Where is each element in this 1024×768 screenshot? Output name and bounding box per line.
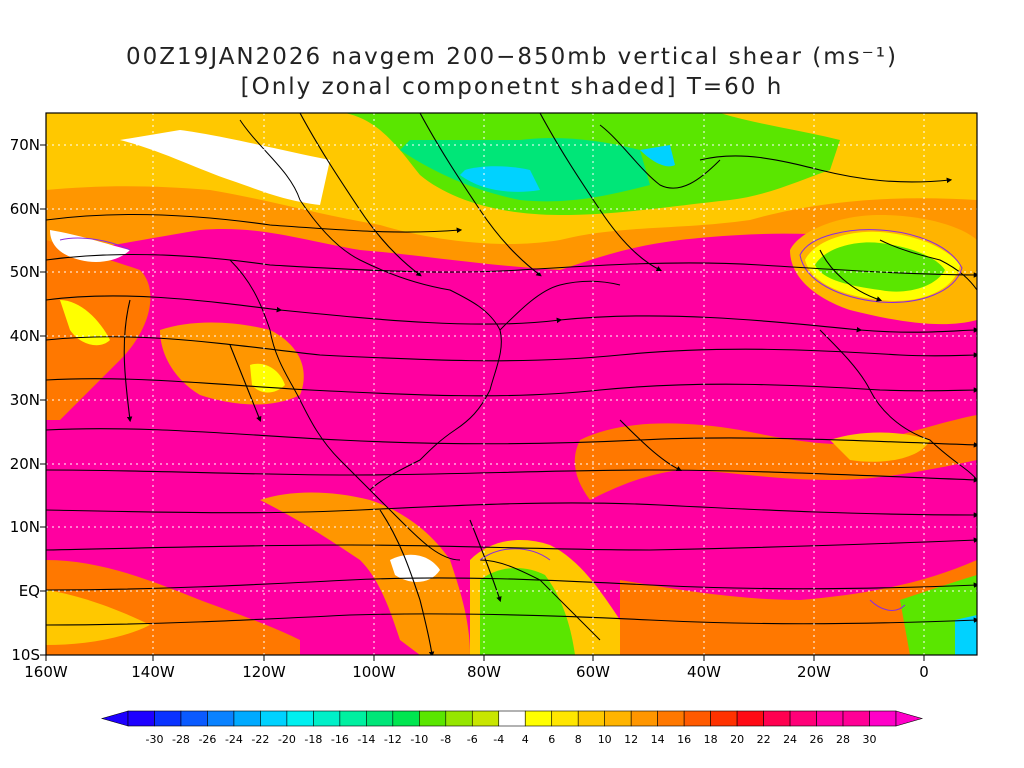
colorbar-swatch bbox=[763, 710, 791, 727]
colorbar-label: -6 bbox=[466, 733, 478, 746]
colorbar-swatch bbox=[207, 710, 235, 727]
lat-label-40n: 40N bbox=[9, 327, 40, 345]
colorbar-label: -4 bbox=[493, 733, 505, 746]
lat-label-eq: EQ bbox=[18, 582, 40, 600]
shaded-field bbox=[46, 113, 977, 655]
colorbar-label: -16 bbox=[330, 733, 349, 746]
colorbar-swatch bbox=[498, 710, 526, 727]
colorbar-label: 8 bbox=[574, 733, 582, 746]
colorbar-label: -30 bbox=[145, 733, 164, 746]
grid-lines bbox=[46, 113, 977, 655]
colorbar-label: 20 bbox=[730, 733, 745, 746]
lat-label-70n: 70N bbox=[9, 136, 40, 154]
colorbar-swatch bbox=[710, 710, 738, 727]
colorbar-swatch bbox=[736, 710, 764, 727]
colorbar-swatch bbox=[551, 710, 579, 727]
colorbar-label: -26 bbox=[198, 733, 217, 746]
colorbar-label: -20 bbox=[277, 733, 296, 746]
colorbar bbox=[100, 710, 924, 727]
lon-label-160w: 160W bbox=[24, 663, 68, 681]
lon-label-40w: 40W bbox=[687, 663, 721, 681]
colorbar-arrow-left bbox=[100, 710, 129, 727]
colorbar-swatch bbox=[869, 710, 897, 727]
colorbar-swatch bbox=[154, 710, 182, 727]
colorbar-label: -28 bbox=[171, 733, 190, 746]
colorbar-label: -10 bbox=[410, 733, 429, 746]
colorbar-label: 30 bbox=[862, 733, 877, 746]
lon-label-20w: 20W bbox=[797, 663, 831, 681]
purple-contours bbox=[59, 229, 963, 611]
colorbar-label: -14 bbox=[357, 733, 376, 746]
colorbar-label: 24 bbox=[783, 733, 798, 746]
lat-label-10s: 10S bbox=[11, 646, 40, 664]
colorbar-label: 28 bbox=[836, 733, 851, 746]
colorbar-label: -8 bbox=[440, 733, 452, 746]
colorbar-swatch bbox=[419, 710, 447, 727]
colorbar-label: 6 bbox=[548, 733, 556, 746]
lon-label-100w: 100W bbox=[352, 663, 396, 681]
colorbar-swatch bbox=[789, 710, 817, 727]
colorbar-swatch bbox=[233, 710, 261, 727]
colorbar-swatch bbox=[471, 710, 500, 727]
plot-frame bbox=[45, 112, 978, 656]
colorbar-swatch bbox=[392, 710, 420, 727]
colorbar-label: 26 bbox=[809, 733, 824, 746]
colorbar-label: 12 bbox=[624, 733, 639, 746]
lon-label-60w: 60W bbox=[576, 663, 610, 681]
lon-label-120w: 120W bbox=[242, 663, 286, 681]
lon-label-0: 0 bbox=[919, 663, 929, 681]
lat-label-50n: 50N bbox=[9, 263, 40, 281]
chart-title: 00Z19JAN2026 navgem 200−850mb vertical s… bbox=[126, 44, 898, 70]
colorbar-swatch bbox=[286, 710, 314, 727]
colorbar-label: 22 bbox=[756, 733, 771, 746]
colorbar-swatch bbox=[816, 710, 844, 727]
colorbar-swatch bbox=[313, 710, 341, 727]
colorbar-label: 10 bbox=[597, 733, 612, 746]
colorbar-label: -12 bbox=[383, 733, 402, 746]
colorbar-label: 18 bbox=[703, 733, 718, 746]
colorbar-swatch bbox=[445, 710, 473, 727]
lat-label-30n: 30N bbox=[9, 391, 40, 409]
colorbar-label: 14 bbox=[650, 733, 665, 746]
colorbar-label: 4 bbox=[521, 733, 529, 746]
colorbar-swatch bbox=[630, 710, 658, 727]
colorbar-swatch bbox=[366, 710, 394, 727]
lon-label-140w: 140W bbox=[131, 663, 175, 681]
axis-ticks bbox=[40, 144, 925, 661]
colorbar-swatch bbox=[604, 710, 632, 727]
lat-label-20n: 20N bbox=[9, 455, 40, 473]
colorbar-label: -22 bbox=[251, 733, 270, 746]
colorbar-swatch bbox=[577, 710, 605, 727]
colorbar-swatch bbox=[180, 710, 208, 727]
colorbar-swatch bbox=[127, 710, 155, 727]
colorbar-label: -18 bbox=[304, 733, 323, 746]
colorbar-swatch bbox=[260, 710, 288, 727]
chart-subtitle: [Only zonal componetnt shaded] T=60 h bbox=[240, 74, 784, 100]
lat-label-60n: 60N bbox=[9, 200, 40, 218]
colorbar-label: -24 bbox=[224, 733, 243, 746]
lat-label-10n: 10N bbox=[9, 518, 40, 536]
lon-label-80w: 80W bbox=[467, 663, 501, 681]
colorbar-swatch bbox=[683, 710, 711, 727]
colorbar-swatch bbox=[339, 710, 367, 727]
colorbar-swatch bbox=[524, 710, 553, 727]
colorbar-swatch bbox=[842, 710, 870, 727]
colorbar-swatch bbox=[657, 710, 685, 727]
colorbar-label: 16 bbox=[677, 733, 692, 746]
colorbar-arrow-right bbox=[895, 710, 924, 727]
